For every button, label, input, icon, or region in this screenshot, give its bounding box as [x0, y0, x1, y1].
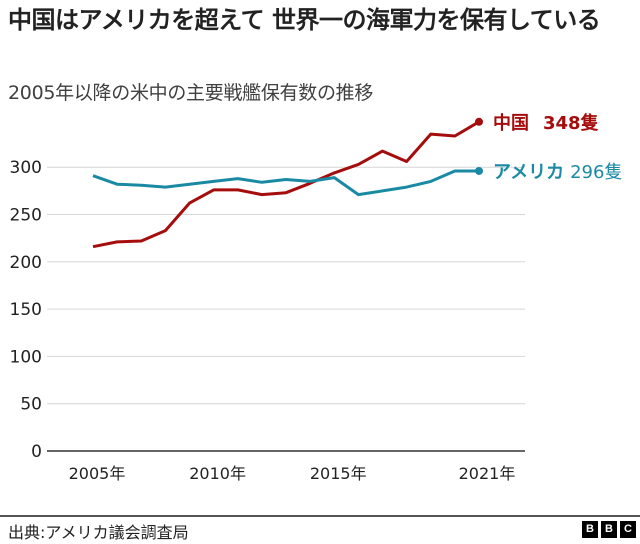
y-tick-label: 150 — [10, 300, 42, 320]
endpoint-marker — [475, 117, 483, 126]
bbc-logo: B B C — [582, 521, 636, 538]
y-tick-label: 200 — [10, 253, 42, 273]
x-axis-ticks: 2005年 2010年 2015年 2021年 — [69, 464, 516, 483]
footer-divider — [0, 515, 640, 517]
x-tick-label: 2005年 — [69, 464, 126, 483]
series-line — [92, 120, 480, 249]
y-axis-ticks: 0 50 100 150 200 250 300 — [10, 158, 42, 462]
x-tick-label: 2015年 — [310, 464, 367, 483]
x-tick-label: 2010年 — [189, 464, 246, 483]
series-lines — [92, 117, 483, 249]
bbc-logo-letter: C — [620, 521, 636, 538]
y-tick-label: 50 — [20, 395, 42, 415]
y-tick-label: 250 — [10, 206, 42, 226]
chart-title: 中国はアメリカを超えて 世界一の海軍力を保有している — [8, 6, 601, 34]
bbc-logo-letter: B — [601, 521, 617, 538]
x-tick-label: 2021年 — [459, 464, 516, 483]
y-tick-label: 300 — [10, 158, 42, 178]
gridlines — [47, 166, 525, 405]
y-tick-label: 0 — [31, 442, 42, 462]
series-line — [92, 169, 479, 197]
us-label: アメリカ 296隻 — [493, 162, 622, 183]
endpoint-marker — [475, 166, 483, 175]
y-tick-label: 100 — [10, 347, 42, 367]
chart-subtitle: 2005年以降の米中の主要戦艦保有数の推移 — [8, 82, 374, 104]
china-label: 中国 348隻 — [493, 112, 599, 134]
source-text: 出典:アメリカ議会調査局 — [8, 523, 189, 542]
bbc-logo-letter: B — [582, 521, 598, 538]
